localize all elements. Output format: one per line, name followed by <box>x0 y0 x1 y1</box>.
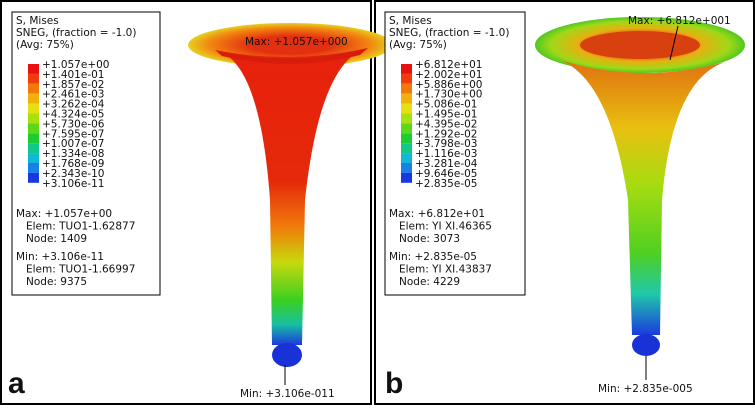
legend-band <box>401 133 412 144</box>
legend-min: Elem: TUO1-1.66997 <box>26 264 135 276</box>
legend-band <box>401 123 412 134</box>
legend-min: Elem: YI XI.43837 <box>399 264 492 276</box>
legend-band <box>401 103 412 114</box>
legend-value: +3.262e-04 <box>42 99 105 111</box>
legend-title: (Avg: 75%) <box>16 39 74 51</box>
legend-title: SNEG, (fraction = -1.0) <box>16 27 136 39</box>
legend-value: +3.281e-04 <box>415 158 478 170</box>
min-annotation: Min: +3.106e-011 <box>240 388 335 400</box>
legend-band <box>28 172 39 183</box>
legend-band <box>28 153 39 163</box>
model-tip <box>632 334 660 356</box>
legend-max: Max: +1.057e+00 <box>16 208 112 220</box>
legend-band <box>28 163 39 173</box>
legend-value: +1.857e-02 <box>42 79 104 91</box>
legend-value: +3.106e-11 <box>42 178 104 190</box>
legend-value: +5.086e-01 <box>415 99 477 111</box>
legend-band <box>28 64 39 74</box>
legend-max: Max: +6.812e+01 <box>389 208 485 220</box>
legend-value: +1.057e+00 <box>42 59 109 71</box>
leader-line <box>669 25 679 61</box>
legend-band <box>401 163 412 173</box>
legend-min: Node: 4229 <box>399 276 460 288</box>
legend-band <box>401 83 412 94</box>
legend-value: +1.401e-01 <box>42 69 104 81</box>
legend-min: Min: +3.106e-11 <box>16 251 104 263</box>
legend-value: +5.730e-06 <box>42 118 105 130</box>
legend-band <box>401 143 412 154</box>
legend-band <box>401 73 412 84</box>
legend-band <box>28 83 39 94</box>
legend-max: Elem: TUO1-1.62877 <box>26 221 135 233</box>
legend-title: S, Mises <box>16 15 59 27</box>
legend-band <box>401 153 412 163</box>
legend-band <box>401 93 412 104</box>
legend-value: +5.886e+00 <box>415 79 482 91</box>
legend-value: +1.007e-07 <box>42 138 104 150</box>
panel-label: b <box>385 367 403 400</box>
legend-value: +1.768e-09 <box>42 158 104 170</box>
legend-value: +2.461e-03 <box>42 89 104 101</box>
legend-value: +4.324e-05 <box>42 109 104 121</box>
max-annotation: Max: +6.812e+001 <box>628 15 731 27</box>
legend-value: +1.334e-08 <box>42 148 104 160</box>
model-shade <box>215 48 368 64</box>
legend-band <box>28 143 39 154</box>
legend-max: Node: 3073 <box>399 233 460 245</box>
legend-value: +9.646e-05 <box>415 168 477 180</box>
legend-value: +1.495e-01 <box>415 109 477 121</box>
legend-value: +4.395e-02 <box>415 118 477 130</box>
legend-min: Min: +2.835e-05 <box>389 251 477 263</box>
legend-value: +1.292e-02 <box>415 128 477 140</box>
legend-title: S, Mises <box>389 15 432 27</box>
legend-value: +2.835e-05 <box>415 178 477 190</box>
legend-max: Elem: YI XI.46365 <box>399 221 492 233</box>
legend-band <box>28 113 39 124</box>
legend-band <box>401 113 412 124</box>
legend-title: (Avg: 75%) <box>389 39 447 51</box>
legend-value: +2.343e-10 <box>42 168 104 180</box>
legend-value: +2.002e+01 <box>415 69 482 81</box>
legend-band <box>28 123 39 134</box>
legend-title: SNEG, (fraction = -1.0) <box>389 27 509 39</box>
legend-band <box>28 93 39 104</box>
legend-band <box>28 103 39 114</box>
legend-band <box>28 73 39 84</box>
legend-value: +7.595e-07 <box>42 128 104 140</box>
legend-band <box>401 172 412 183</box>
legend-min: Node: 9375 <box>26 276 87 288</box>
model-stem <box>215 48 368 345</box>
panel-label: a <box>8 367 25 400</box>
legend-value: +1.730e+00 <box>415 89 482 101</box>
model-tip <box>272 343 302 367</box>
legend-value: +6.812e+01 <box>415 59 482 71</box>
legend-band <box>401 64 412 74</box>
min-annotation: Min: +2.835e-005 <box>598 383 693 395</box>
legend-band <box>28 133 39 144</box>
model-stem <box>560 60 725 335</box>
legend-max: Node: 1409 <box>26 233 87 245</box>
legend-value: +3.798e-03 <box>415 138 477 150</box>
max-annotation: Max: +1.057e+000 <box>245 36 348 48</box>
model-inner <box>580 31 700 59</box>
legend-value: +1.116e-03 <box>415 148 477 160</box>
